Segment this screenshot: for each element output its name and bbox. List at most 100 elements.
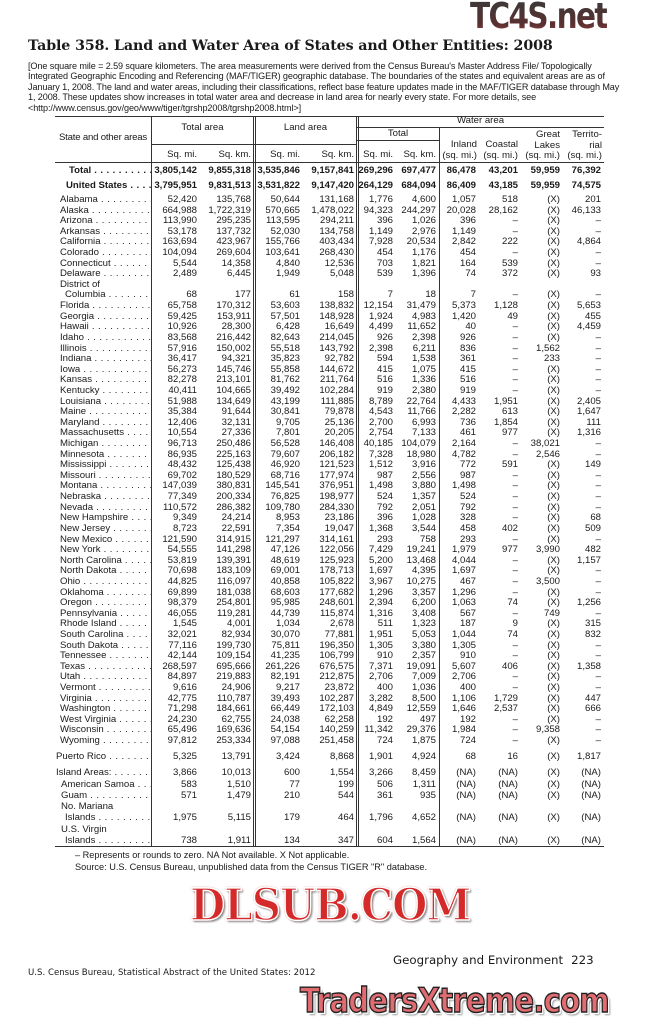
row-value: – — [595, 534, 601, 545]
row-value: 121,590 — [162, 534, 197, 545]
row-value: 79,878 — [324, 407, 354, 418]
row-value: 111 — [586, 417, 601, 428]
row-value: 121,297 — [265, 534, 300, 545]
row-value: (X) — [547, 704, 560, 715]
table-row: Massachusetts 10,554 27,336 7,801 20,205 2,75… — [55, 428, 604, 439]
row-value: 1,305 — [368, 640, 393, 651]
row-value: (X) — [547, 226, 560, 237]
row-value: 415 — [459, 364, 476, 375]
row-value: 55,858 — [270, 364, 300, 375]
row-value — [563, 280, 604, 291]
row-value: 361 — [459, 354, 476, 365]
row-value: 3,916 — [411, 460, 436, 471]
row-value: (X) — [547, 812, 560, 824]
row-value: 264,129 — [358, 180, 393, 191]
row-value: 758 — [419, 534, 436, 545]
row-value: 4,864 — [576, 237, 601, 248]
row-value: 43,199 — [270, 396, 300, 407]
row-value: – — [512, 332, 518, 343]
row-value: 1,776 — [368, 195, 393, 205]
row-value: 248,601 — [319, 598, 354, 609]
table-section: Puerto Rico 5,325 13,791 3,424 8,868 1,901 4,9… — [55, 752, 604, 763]
row-value: 131,168 — [319, 195, 354, 205]
row-value: 1,647 — [576, 407, 601, 418]
row-value: 1,697 — [451, 566, 476, 577]
row-value: 9,705 — [275, 417, 300, 428]
row-value: 29,376 — [406, 725, 436, 736]
row-value: – — [595, 332, 601, 343]
row-value: (X) — [547, 195, 560, 205]
row-value: 18 — [425, 290, 436, 301]
row-value: 77,881 — [324, 629, 354, 640]
row-value — [254, 801, 303, 812]
row-value: 3,357 — [411, 587, 436, 598]
row-label: Islands — [55, 812, 151, 823]
row-value: (X) — [547, 672, 560, 683]
row-label: Minnesota — [55, 450, 151, 461]
row-value: 1,979 — [451, 545, 476, 556]
row-value: 113,990 — [163, 216, 197, 227]
row-value: 3,544 — [411, 523, 436, 534]
row-value: (X) — [547, 322, 560, 333]
row-value: 43,201 — [488, 165, 518, 176]
header-coastal-l1: Coastal — [485, 139, 518, 150]
row-value: 145,541 — [265, 481, 300, 492]
table-headnote: [One square mile = 2.59 square kilometer… — [28, 61, 620, 113]
row-value: (NA) — [581, 812, 601, 824]
row-value: 135,768 — [216, 195, 251, 205]
row-value: 8,789 — [368, 396, 393, 407]
row-value — [521, 824, 563, 835]
table-row: Pennsylvania 46,055 119,281 44,739 115,874 1,… — [55, 609, 604, 620]
row-value: – — [512, 439, 518, 450]
row-value: (X) — [547, 492, 560, 503]
row-value: 61 — [289, 290, 300, 301]
row-value: – — [512, 651, 518, 662]
row-value: 14,358 — [221, 258, 251, 269]
row-value: 201 — [584, 195, 601, 205]
row-value: 269,296 — [358, 165, 393, 176]
row-value: 832 — [584, 629, 601, 640]
header-inland-l1: Inland — [450, 139, 477, 150]
table-row: No. Mariana — [55, 801, 604, 812]
water-total-divider — [439, 127, 440, 846]
row-value: 5,115 — [227, 812, 251, 824]
row-value: 39,492 — [270, 385, 300, 396]
row-value: 98,379 — [167, 598, 197, 609]
row-value: 180,529 — [216, 470, 251, 481]
row-label: North Dakota — [55, 566, 151, 577]
row-value: – — [512, 714, 518, 725]
row-label: Mississippi — [55, 460, 151, 471]
row-value: 68 — [465, 751, 476, 762]
page-header-right: Geography and Environment 223 — [393, 953, 594, 967]
row-label: Maryland — [55, 418, 151, 429]
table-row: West Virginia 24,230 62,755 24,038 62,258 192… — [55, 715, 604, 726]
row-value: 2,700 — [368, 417, 393, 428]
row-value — [396, 280, 439, 291]
table-row: American Samoa 583 1,510 77 199 506 1,311 (NA) (… — [55, 779, 604, 790]
row-value: 70,698 — [167, 566, 197, 577]
row-value: 94,323 — [363, 205, 393, 216]
table-row: Georgia 59,425 153,911 57,501 148,928 1,924 4,… — [55, 312, 604, 323]
row-value: 12,559 — [406, 704, 436, 715]
header-territorial: Territo-rial (sq. mi.) — [563, 129, 602, 162]
header-water-total: Total — [387, 128, 409, 139]
row-value: 69,899 — [167, 587, 197, 598]
row-value: – — [595, 714, 601, 725]
row-value: 53,603 — [270, 301, 300, 312]
row-value: 35,384 — [167, 407, 197, 418]
row-value: 52,420 — [167, 195, 197, 205]
row-value: 23,872 — [324, 683, 354, 694]
row-value: (NA) — [498, 789, 518, 801]
footnote-source: Source: U.S. Census Bureau, unpublished … — [75, 861, 428, 872]
row-value: 170,312 — [216, 301, 251, 312]
row-value: 44,825 — [167, 576, 197, 587]
table-row: Ohio 44,825 116,097 40,858 105,822 3,967 10,27… — [55, 577, 604, 588]
row-value: 516 — [376, 375, 393, 386]
row-value: 516 — [459, 375, 476, 386]
row-value: 376,951 — [319, 481, 354, 492]
row-value: 1,176 — [411, 248, 436, 259]
row-value: (X) — [547, 258, 560, 269]
row-value: (X) — [547, 502, 560, 513]
row-value: 3,282 — [368, 693, 393, 704]
row-label: Iowa — [55, 365, 151, 376]
